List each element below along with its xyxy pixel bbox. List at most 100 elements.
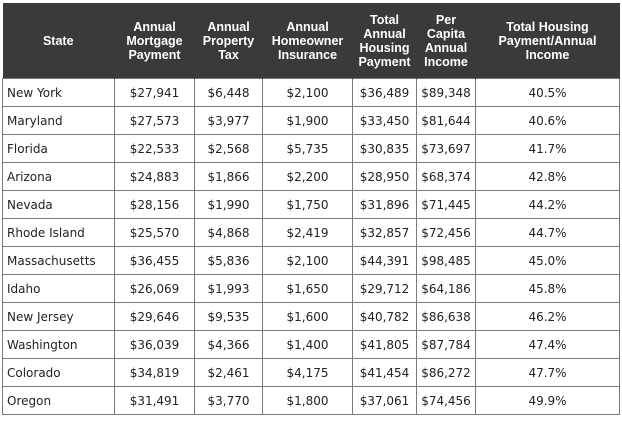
cell-mortgage: $36,039 bbox=[114, 330, 195, 359]
header-insurance: Annual Homeowner Insurance bbox=[262, 3, 353, 79]
cell-property-tax: $6,448 bbox=[194, 78, 263, 107]
header-total-housing: Total Annual Housing Payment bbox=[352, 3, 417, 79]
table-row: Nevada $28,156 $1,990 $1,750 $31,896 $71,445 4… bbox=[2, 190, 620, 219]
cell-insurance: $2,200 bbox=[262, 162, 353, 191]
cell-insurance: $1,650 bbox=[262, 274, 353, 303]
cell-total-housing: $41,805 bbox=[352, 330, 417, 359]
cell-ratio: 44.7% bbox=[475, 218, 620, 247]
cell-total-housing: $30,835 bbox=[352, 134, 417, 163]
cell-total-housing: $29,712 bbox=[352, 274, 417, 303]
cell-income: $64,186 bbox=[416, 274, 476, 303]
cell-total-housing: $41,454 bbox=[352, 358, 417, 387]
table-row: Colorado $34,819 $2,461 $4,175 $41,454 $86,27… bbox=[2, 358, 620, 387]
cell-state: Florida bbox=[2, 134, 115, 163]
cell-state: Rhode Island bbox=[2, 218, 115, 247]
cell-mortgage: $27,573 bbox=[114, 106, 195, 135]
cell-total-housing: $31,896 bbox=[352, 190, 417, 219]
cell-state: Maryland bbox=[2, 106, 115, 135]
cell-income: $72,456 bbox=[416, 218, 476, 247]
header-property-tax: Annual Property Tax bbox=[194, 3, 263, 79]
cell-ratio: 40.6% bbox=[475, 106, 620, 135]
cell-mortgage: $29,646 bbox=[114, 302, 195, 331]
cell-ratio: 47.4% bbox=[475, 330, 620, 359]
cell-insurance: $4,175 bbox=[262, 358, 353, 387]
table-header-row: State Annual Mortgage Payment Annual Prope… bbox=[2, 3, 620, 79]
table-row: Florida $22,533 $2,568 $5,735 $30,835 $73,697… bbox=[2, 134, 620, 163]
cell-state: Massachusetts bbox=[2, 246, 115, 275]
cell-mortgage: $28,156 bbox=[114, 190, 195, 219]
table-row: Idaho $26,069 $1,993 $1,650 $29,712 $64,186 45… bbox=[2, 274, 620, 303]
cell-mortgage: $27,941 bbox=[114, 78, 195, 107]
cell-mortgage: $22,533 bbox=[114, 134, 195, 163]
cell-property-tax: $9,535 bbox=[194, 302, 263, 331]
cell-mortgage: $26,069 bbox=[114, 274, 195, 303]
cell-ratio: 44.2% bbox=[475, 190, 620, 219]
cell-ratio: 45.0% bbox=[475, 246, 620, 275]
cell-state: Idaho bbox=[2, 274, 115, 303]
table-row: Rhode Island $25,570 $4,868 $2,419 $32,857 $7… bbox=[2, 218, 620, 247]
cell-insurance: $1,600 bbox=[262, 302, 353, 331]
cell-mortgage: $25,570 bbox=[114, 218, 195, 247]
cell-ratio: 41.7% bbox=[475, 134, 620, 163]
cell-total-housing: $44,391 bbox=[352, 246, 417, 275]
housing-cost-table: State Annual Mortgage Payment Annual Prope… bbox=[2, 3, 620, 415]
cell-property-tax: $3,977 bbox=[194, 106, 263, 135]
cell-total-housing: $37,061 bbox=[352, 386, 417, 415]
cell-ratio: 40.5% bbox=[475, 78, 620, 107]
cell-state: New Jersey bbox=[2, 302, 115, 331]
cell-property-tax: $1,993 bbox=[194, 274, 263, 303]
table-row: Oregon $31,491 $3,770 $1,800 $37,061 $74,456 4… bbox=[2, 386, 620, 415]
table-row: Massachusetts $36,455 $5,836 $2,100 $44,391 $… bbox=[2, 246, 620, 275]
header-state: State bbox=[2, 3, 115, 79]
housing-cost-table-container: State Annual Mortgage Payment Annual Prope… bbox=[2, 3, 620, 415]
cell-state: New York bbox=[2, 78, 115, 107]
cell-total-housing: $36,489 bbox=[352, 78, 417, 107]
cell-property-tax: $1,990 bbox=[194, 190, 263, 219]
cell-total-housing: $28,950 bbox=[352, 162, 417, 191]
cell-income: $87,784 bbox=[416, 330, 476, 359]
table-row: New York $27,941 $6,448 $2,100 $36,489 $89,34… bbox=[2, 78, 620, 107]
cell-insurance: $2,419 bbox=[262, 218, 353, 247]
cell-insurance: $5,735 bbox=[262, 134, 353, 163]
header-income: Per Capita Annual Income bbox=[416, 3, 476, 79]
cell-income: $98,485 bbox=[416, 246, 476, 275]
table-row: Washington $36,039 $4,366 $1,400 $41,805 $87,… bbox=[2, 330, 620, 359]
cell-income: $73,697 bbox=[416, 134, 476, 163]
cell-insurance: $1,400 bbox=[262, 330, 353, 359]
cell-insurance: $1,800 bbox=[262, 386, 353, 415]
cell-ratio: 47.7% bbox=[475, 358, 620, 387]
cell-mortgage: $24,883 bbox=[114, 162, 195, 191]
cell-mortgage: $36,455 bbox=[114, 246, 195, 275]
cell-ratio: 45.8% bbox=[475, 274, 620, 303]
table-row: Arizona $24,883 $1,866 $2,200 $28,950 $68,374… bbox=[2, 162, 620, 191]
cell-property-tax: $1,866 bbox=[194, 162, 263, 191]
cell-income: $81,644 bbox=[416, 106, 476, 135]
cell-mortgage: $34,819 bbox=[114, 358, 195, 387]
table-row: New Jersey $29,646 $9,535 $1,600 $40,782 $86,… bbox=[2, 302, 620, 331]
header-ratio: Total Housing Payment/Annual Income bbox=[475, 3, 620, 79]
cell-property-tax: $4,366 bbox=[194, 330, 263, 359]
cell-ratio: 42.8% bbox=[475, 162, 620, 191]
cell-state: Nevada bbox=[2, 190, 115, 219]
cell-income: $74,456 bbox=[416, 386, 476, 415]
cell-state: Washington bbox=[2, 330, 115, 359]
cell-income: $89,348 bbox=[416, 78, 476, 107]
cell-total-housing: $40,782 bbox=[352, 302, 417, 331]
cell-property-tax: $2,461 bbox=[194, 358, 263, 387]
cell-ratio: 46.2% bbox=[475, 302, 620, 331]
cell-insurance: $2,100 bbox=[262, 246, 353, 275]
cell-income: $86,272 bbox=[416, 358, 476, 387]
header-mortgage: Annual Mortgage Payment bbox=[114, 3, 195, 79]
table-row: Maryland $27,573 $3,977 $1,900 $33,450 $81,64… bbox=[2, 106, 620, 135]
cell-insurance: $1,900 bbox=[262, 106, 353, 135]
cell-insurance: $2,100 bbox=[262, 78, 353, 107]
table-body: New York $27,941 $6,448 $2,100 $36,489 $89,34… bbox=[2, 78, 620, 415]
cell-income: $68,374 bbox=[416, 162, 476, 191]
cell-state: Oregon bbox=[2, 386, 115, 415]
cell-state: Arizona bbox=[2, 162, 115, 191]
cell-mortgage: $31,491 bbox=[114, 386, 195, 415]
cell-property-tax: $5,836 bbox=[194, 246, 263, 275]
cell-income: $86,638 bbox=[416, 302, 476, 331]
cell-insurance: $1,750 bbox=[262, 190, 353, 219]
cell-income: $71,445 bbox=[416, 190, 476, 219]
